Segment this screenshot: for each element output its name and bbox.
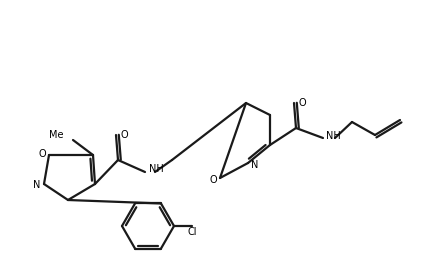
Text: Cl: Cl bbox=[187, 227, 197, 237]
Text: N: N bbox=[251, 160, 259, 170]
Text: O: O bbox=[209, 175, 217, 185]
Text: NH: NH bbox=[326, 131, 341, 141]
Text: O: O bbox=[120, 130, 128, 140]
Text: NH: NH bbox=[149, 164, 164, 174]
Text: O: O bbox=[298, 98, 306, 108]
Text: N: N bbox=[33, 180, 41, 190]
Text: O: O bbox=[38, 149, 46, 159]
Text: Me: Me bbox=[49, 130, 63, 140]
